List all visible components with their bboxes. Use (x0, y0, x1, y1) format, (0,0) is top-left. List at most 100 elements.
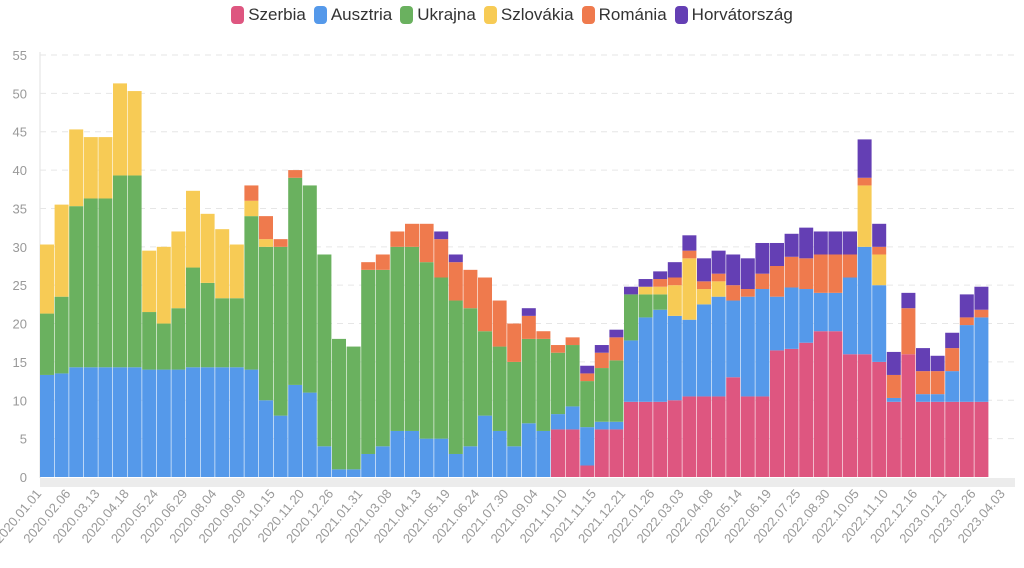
legend-label: Ausztria (330, 5, 393, 24)
y-tick-label: 45 (13, 125, 27, 140)
legend-item-ukrajna[interactable]: Ukrajna (400, 5, 476, 25)
bar-románia (492, 300, 507, 347)
legend-swatch (581, 6, 595, 24)
bar-szerbia (770, 350, 784, 477)
bar-ausztria (259, 400, 273, 477)
bar-ukrajna (551, 352, 565, 415)
bar-ukrajna (127, 175, 142, 368)
bar-horvátország (843, 231, 857, 255)
bar-ausztria (156, 369, 171, 477)
bar-horvátország (697, 258, 711, 282)
y-tick-label: 55 (13, 48, 27, 63)
bar-ausztria (463, 446, 478, 477)
bar-románia (580, 373, 595, 382)
bar-románia (916, 371, 930, 395)
bar-ukrajna (405, 246, 419, 431)
bar-ausztria (813, 292, 828, 332)
bar-szlovákia (638, 286, 653, 295)
bar-románia (828, 254, 843, 293)
bar-ausztria (799, 289, 814, 343)
bar-ukrajna (390, 246, 405, 431)
bar-ausztria (828, 292, 843, 332)
bar-románia (288, 170, 303, 178)
bar-ausztria (69, 367, 84, 477)
bar-szlovákia (171, 231, 186, 309)
y-tick-label: 15 (13, 355, 27, 370)
bar-ausztria (609, 421, 624, 430)
bar-románia (551, 345, 565, 353)
bar-szerbia (624, 401, 638, 477)
legend-label: Szerbia (248, 5, 306, 24)
bar-ausztria (536, 430, 551, 477)
bar-ausztria (959, 325, 974, 402)
bar-ausztria (390, 430, 405, 477)
bar-ausztria (127, 367, 142, 477)
bar-horvátország (784, 233, 799, 257)
bar-ukrajna (492, 346, 507, 431)
bar-szerbia (959, 401, 974, 477)
y-tick-label: 20 (13, 317, 27, 332)
legend-item-horvátország[interactable]: Horvátország (674, 5, 793, 25)
bar-ausztria (332, 469, 346, 477)
bar-ausztria (726, 300, 741, 378)
bar-románia (609, 337, 624, 361)
bar-szlovákia (259, 239, 273, 247)
bar-ausztria (375, 446, 390, 477)
bar-ukrajna (259, 246, 273, 401)
bar-szerbia (551, 429, 565, 477)
bar-szerbia (886, 401, 901, 477)
bar-ausztria (507, 446, 522, 477)
bar-románia (901, 308, 916, 355)
bar-horvátország (828, 231, 843, 255)
bar-szerbia (799, 342, 814, 477)
bar-ausztria (273, 415, 288, 477)
legend-item-szlovákia[interactable]: Szlovákia (483, 5, 574, 25)
bar-szlovákia (667, 285, 682, 316)
bar-ausztria (565, 406, 580, 430)
bar-románia (711, 273, 726, 282)
bar-ausztria (930, 394, 945, 402)
bar-ukrajna (638, 294, 653, 318)
bar-ausztria (405, 430, 419, 477)
bar-ausztria (594, 421, 609, 430)
bar-szerbia (828, 331, 843, 477)
bar-szerbia (565, 429, 580, 477)
bar-szlovákia (215, 229, 230, 299)
bar-szerbia (653, 401, 668, 477)
x-axis-band (40, 478, 1015, 487)
legend-swatch (400, 6, 414, 24)
bar-románia (945, 348, 960, 372)
bar-horvátország (638, 279, 653, 287)
bar-szerbia (784, 348, 799, 477)
bar-szerbia (945, 401, 960, 477)
bar-ukrajna (229, 298, 244, 368)
bar-szlovákia (872, 254, 887, 286)
bar-ukrajna (448, 300, 463, 454)
bar-ausztria (697, 304, 711, 397)
bar-ukrajna (244, 216, 259, 370)
bar-szlovákia (653, 286, 668, 295)
bar-szlovákia (200, 213, 215, 283)
bar-románia (755, 273, 770, 290)
bar-ukrajna (317, 254, 332, 447)
bar-ausztria (843, 277, 857, 355)
bar-szerbia (580, 465, 595, 477)
bar-románia (507, 323, 522, 362)
bar-románia (244, 185, 259, 201)
bar-ukrajna (565, 345, 580, 407)
bar-ausztria (142, 369, 157, 477)
bar-szerbia (916, 401, 930, 477)
bar-ausztria (478, 415, 492, 477)
bar-horvátország (886, 351, 901, 375)
bar-ukrajna (580, 381, 595, 428)
legend-item-románia[interactable]: Románia (581, 5, 667, 25)
y-tick-label: 5 (20, 432, 27, 447)
bar-ausztria (711, 296, 726, 397)
y-tick-label: 30 (13, 240, 27, 255)
legend-item-ausztria[interactable]: Ausztria (313, 5, 393, 25)
bar-szerbia (740, 396, 755, 477)
legend-item-szerbia[interactable]: Szerbia (231, 5, 306, 25)
bar-románia (784, 256, 799, 288)
bar-ukrajna (156, 323, 171, 370)
legend-swatch (483, 6, 497, 24)
